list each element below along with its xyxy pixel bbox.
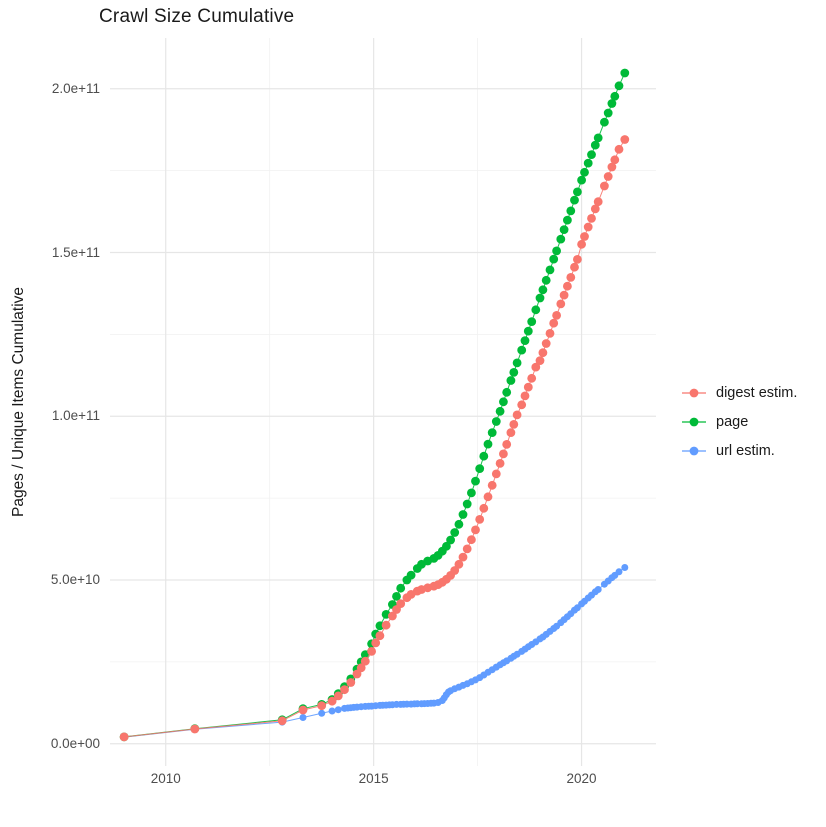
legend: digest estim. page url estim.: [681, 383, 797, 461]
x-tick-label: 2015: [358, 771, 389, 786]
gridlines: [110, 38, 656, 766]
y-tick-label: 2.0e+11: [51, 80, 100, 96]
legend-key-icon: [682, 388, 706, 398]
y-tick-label: 5.0e+10: [50, 571, 100, 587]
y-tick-label: 1.0e+11: [51, 408, 100, 424]
x-tick-label: 2010: [150, 771, 181, 786]
y-axis-title: Pages / Unique Items Cumulative: [10, 286, 27, 518]
series-url-estim: [120, 564, 629, 741]
y-tick-label: 0.0e+00: [50, 735, 100, 751]
legend-item: url estim.: [681, 441, 797, 461]
legend-key-icon: [682, 417, 706, 427]
legend-item: digest estim.: [681, 383, 797, 403]
series-digest-estim: [119, 135, 630, 742]
legend-item-label: digest estim.: [716, 385, 798, 401]
legend-key-icon: [682, 446, 706, 456]
legend-item-label: url estim.: [716, 443, 775, 459]
x-tick-label: 2020: [566, 771, 597, 786]
legend-item-label: page: [716, 414, 749, 430]
y-tick-label: 1.5e+11: [51, 244, 100, 260]
legend-item: page: [681, 412, 797, 432]
chart-title: Crawl Size Cumulative: [99, 6, 295, 27]
